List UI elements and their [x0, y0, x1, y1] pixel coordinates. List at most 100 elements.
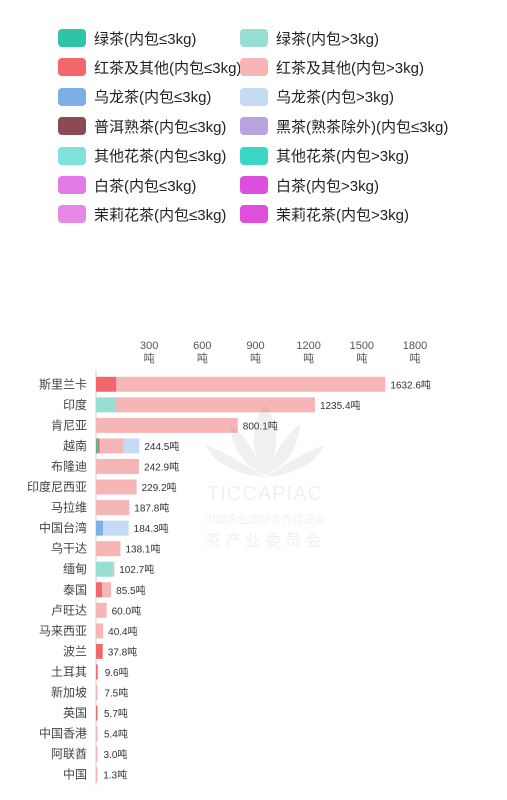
- x-tick-label: 1500: [350, 340, 374, 352]
- data-label: 229.2吨: [142, 481, 177, 494]
- legend-item[interactable]: 其他花茶(内包>3kg): [240, 146, 409, 166]
- legend-label: 红茶及其他(内包>3kg): [276, 59, 424, 77]
- bar-segment: [96, 623, 104, 639]
- legend-swatch: [58, 205, 86, 224]
- legend-label: 白茶(内包≤3kg): [94, 177, 197, 195]
- legend-item[interactable]: 白茶(内包≤3kg): [58, 175, 196, 195]
- category-label: 布隆迪: [51, 458, 87, 473]
- category-label: 马来西亚: [39, 624, 87, 638]
- x-tick-label: 900: [246, 340, 264, 352]
- data-label: 5.4吨: [104, 728, 128, 741]
- legend-item[interactable]: 乌龙茶(内包≤3kg): [58, 87, 211, 107]
- legend-swatch: [240, 29, 268, 47]
- bar-segment: [96, 376, 117, 392]
- legend-swatch: [240, 58, 268, 77]
- legend-label: 乌龙茶(内包≤3kg): [94, 89, 212, 107]
- bar-segment: [116, 376, 386, 392]
- bar-segment: [96, 685, 98, 701]
- category-label: 马拉维: [51, 500, 87, 515]
- legend-swatch: [58, 58, 86, 77]
- legend-item[interactable]: 绿茶(内包≤3kg): [58, 28, 196, 48]
- category-label: 中国香港: [39, 726, 87, 741]
- data-label: 60.0吨: [112, 604, 141, 617]
- legend-swatch: [58, 176, 86, 194]
- x-tick-unit: 吨: [410, 352, 421, 365]
- category-label: 肯尼亚: [51, 418, 87, 432]
- legend-label: 普洱熟茶(内包≤3kg): [94, 118, 227, 136]
- legend-swatch: [240, 146, 268, 165]
- category-label: 中国: [63, 767, 87, 782]
- category-label: 卢旺达: [51, 602, 87, 617]
- x-tick-label: 600: [193, 340, 211, 352]
- data-label: 1632.6吨: [390, 378, 431, 391]
- legend-label: 茉莉花茶(内包>3kg): [276, 206, 409, 224]
- x-tick-label: 1200: [296, 340, 320, 352]
- bar-segment: [99, 438, 124, 454]
- legend-item[interactable]: 红茶及其他(内包>3kg): [240, 57, 424, 77]
- legend-item[interactable]: 红茶及其他(内包≤3kg): [58, 57, 241, 77]
- legend-swatch: [240, 87, 268, 106]
- bar-segment: [96, 602, 107, 618]
- legend-item[interactable]: 其他花茶(内包≤3kg): [58, 146, 226, 166]
- data-label: 37.8吨: [108, 645, 137, 658]
- legend-label: 红茶及其他(内包≤3kg): [94, 59, 242, 77]
- legend-item[interactable]: 乌龙茶(内包>3kg): [240, 87, 394, 107]
- data-label: 138.1吨: [125, 543, 160, 556]
- category-label: 斯里兰卡: [39, 377, 87, 391]
- legend-label: 其他花茶(内包≤3kg): [94, 148, 227, 166]
- x-tick-unit: 吨: [250, 352, 261, 365]
- bar-segment: [96, 458, 140, 474]
- bar-segment: [96, 643, 103, 659]
- data-label: 85.5吨: [116, 584, 145, 597]
- legend-item[interactable]: 普洱熟茶(内包≤3kg): [58, 116, 226, 136]
- x-tick-unit: 吨: [303, 352, 314, 365]
- category-label: 印度尼西亚: [27, 479, 87, 494]
- bar-segment: [96, 417, 238, 433]
- legend-label: 其他花茶(内包>3kg): [276, 148, 409, 166]
- data-label: 40.4吨: [108, 625, 137, 638]
- x-tick-unit: 吨: [197, 352, 208, 365]
- legend-swatch: [58, 146, 86, 165]
- legend-item[interactable]: 白茶(内包>3kg): [240, 175, 379, 195]
- data-label: 800.1吨: [243, 419, 278, 432]
- x-tick-unit: 吨: [144, 352, 155, 365]
- bar-segment: [96, 397, 116, 413]
- data-label: 5.7吨: [104, 707, 128, 720]
- bar-segment: [96, 664, 98, 680]
- legend-swatch: [58, 29, 86, 47]
- bar-segment: [102, 582, 112, 598]
- bar-segment: [96, 726, 98, 742]
- legend-item[interactable]: 绿茶(内包>3kg): [240, 28, 379, 48]
- x-tick-label: 1800: [403, 340, 427, 352]
- legend-label: 白茶(内包>3kg): [276, 177, 379, 195]
- bar-segment: [96, 479, 137, 495]
- legend-item[interactable]: 黑茶(熟茶除外)(内包≤3kg): [240, 116, 448, 136]
- category-label: 缅甸: [63, 562, 87, 576]
- bar-segment: [96, 746, 98, 762]
- legend-item[interactable]: 茉莉花茶(内包>3kg): [240, 204, 409, 224]
- bar-segment: [103, 520, 129, 536]
- x-tick-unit: 吨: [356, 352, 367, 365]
- bar-segment: [96, 767, 98, 783]
- bar-segment: [96, 520, 104, 536]
- category-label: 泰国: [63, 583, 87, 597]
- x-tick-label: 300: [140, 340, 158, 352]
- bar-segment: [97, 438, 100, 454]
- legend-swatch: [240, 117, 268, 136]
- data-label: 244.5吨: [144, 440, 179, 453]
- legend-swatch: [58, 87, 86, 106]
- bar-segment: [96, 500, 130, 516]
- bar-segment: [96, 438, 98, 454]
- legend-label: 乌龙茶(内包>3kg): [276, 89, 394, 107]
- data-label: 1235.4吨: [320, 399, 361, 412]
- data-label: 9.6吨: [105, 666, 129, 679]
- legend-swatch: [240, 176, 268, 194]
- data-label: 184.3吨: [134, 522, 169, 535]
- bar-segment: [96, 561, 113, 577]
- legend-item[interactable]: 茉莉花茶(内包≤3kg): [58, 204, 226, 224]
- bar-segment: [115, 397, 315, 413]
- legend-label: 黑茶(熟茶除外)(内包≤3kg): [276, 118, 449, 136]
- category-label: 土耳其: [51, 665, 87, 679]
- data-label: 1.3吨: [103, 769, 127, 782]
